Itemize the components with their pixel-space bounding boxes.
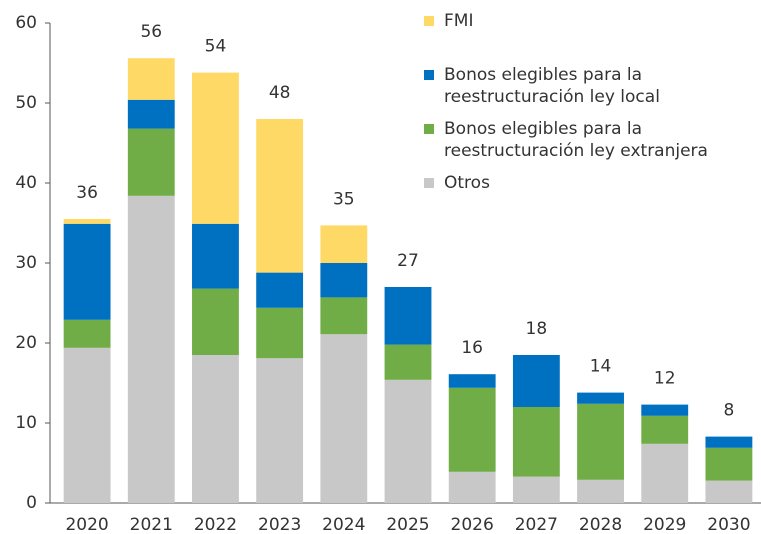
bar-segment [512,476,560,503]
total-label: 27 [397,251,419,271]
bar-segment [320,297,368,335]
total-label: 35 [333,189,355,209]
bar-segment [256,358,304,503]
bar-segment [127,195,175,504]
bar-segment [384,344,432,380]
total-label: 18 [526,319,548,339]
legend-label: Bonos elegibles para la reestructuración… [444,65,660,107]
x-tick-label: 2026 [451,515,494,534]
bar-segment [512,407,560,477]
bar-segment [384,287,432,345]
bar-segment [448,374,496,388]
legend-swatch [424,16,434,26]
bar-segment [705,480,753,503]
legend: FMI Bonos elegibles para la reestructurac… [424,10,759,204]
legend-swatch [424,124,434,134]
legend-entry: Bonos elegibles para la reestructuración… [424,64,759,108]
bar-segment [192,355,239,503]
bar-segment [577,392,624,404]
bar-segment [63,219,111,224]
legend-swatch [424,178,434,188]
y-tick-label: 40 [15,173,37,193]
x-tick-label: 2023 [258,515,301,534]
bar-segment [384,379,432,503]
x-tick-label: 2028 [579,515,622,534]
bar-segment [192,223,239,289]
bar-segment [256,272,304,308]
x-tick-label: 2030 [707,515,750,534]
x-tick-label: 2025 [386,515,429,534]
total-label: 36 [76,183,98,203]
x-tick-label: 2022 [194,515,237,534]
bar-segment [705,436,753,448]
bar-segment [577,479,624,503]
total-label: 8 [723,401,734,421]
bar-segment [512,355,560,407]
bar-segment [63,223,111,320]
bar-segment [641,443,689,503]
legend-swatch [424,70,434,80]
bar-segment [448,387,496,472]
bar-segment [641,404,689,416]
total-label: 12 [654,369,676,389]
bar-segment [192,288,239,355]
x-tick-label: 2021 [130,515,173,534]
bar-segment [63,347,111,503]
legend-entry: FMI [424,10,759,32]
y-tick-label: 0 [26,493,37,513]
x-tick-label: 2029 [643,515,686,534]
bar-segment [320,334,368,503]
x-tick-label: 2024 [322,515,365,534]
bar-segment [127,128,175,196]
y-tick-label: 60 [15,13,37,33]
bar-segment [577,403,624,480]
legend-entry: Bonos elegibles para la reestructuración… [424,118,759,162]
y-tick-label: 10 [15,413,37,433]
bar-segment [256,119,304,273]
total-label: 16 [461,338,483,358]
legend-entry: Otros [424,172,759,194]
bar-segment [63,319,111,348]
bar-segment [705,447,753,481]
total-label: 56 [140,22,162,42]
bar-segment [192,72,239,224]
bar-segment [320,225,368,263]
total-label: 54 [205,37,227,57]
x-tick-label: 2027 [515,515,558,534]
legend-label: Bonos elegibles para la reestructuración… [444,119,708,161]
bar-segment [256,307,304,359]
bar-segment [448,471,496,503]
legend-label: FMI [444,11,474,31]
x-tick-label: 2020 [65,515,108,534]
bar-segment [127,58,175,100]
total-label: 48 [269,83,291,103]
legend-label: Otros [444,173,490,193]
y-tick-label: 50 [15,93,37,113]
bar-segment [127,99,175,129]
bar-segment [320,263,368,298]
bar-segment [641,415,689,444]
y-tick-label: 30 [15,253,37,273]
total-label: 14 [590,357,612,377]
y-tick-label: 20 [15,333,37,353]
